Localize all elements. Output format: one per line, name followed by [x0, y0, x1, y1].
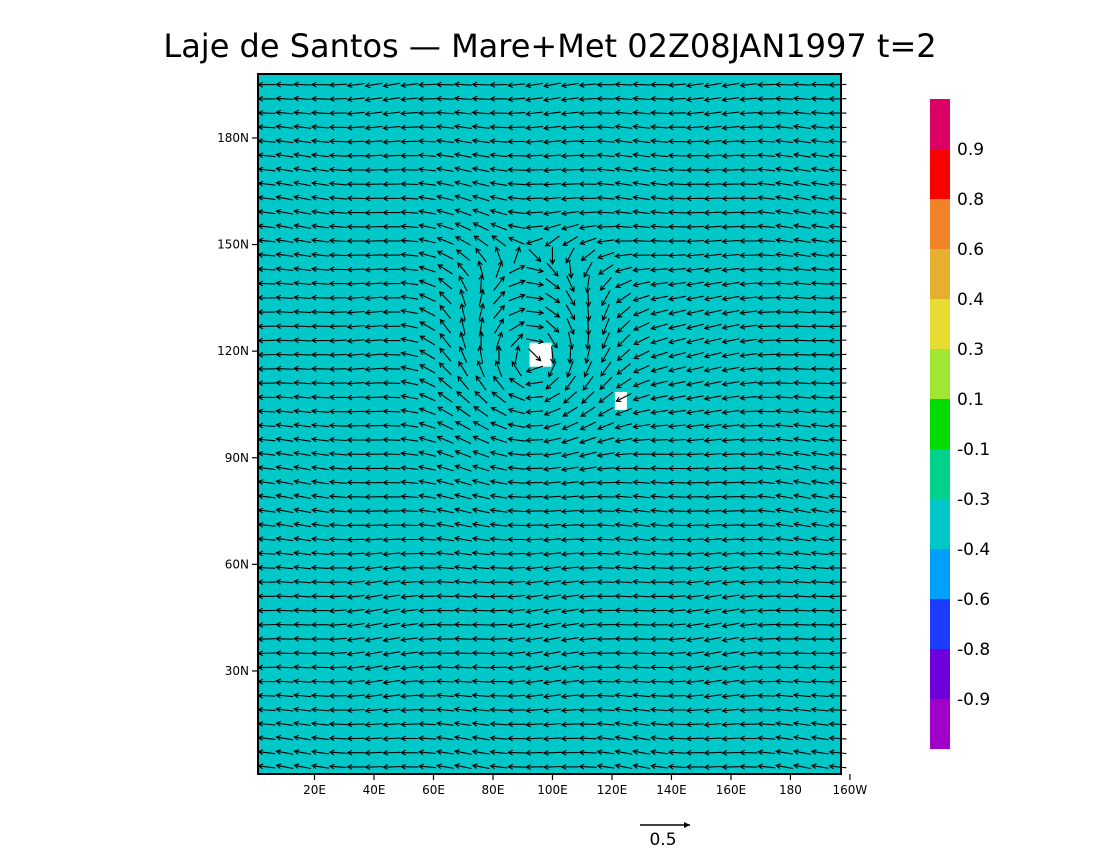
x-tick-label: 160W — [833, 783, 868, 797]
colorbar-label: 0.9 — [957, 140, 984, 160]
velocity-arrows — [257, 81, 847, 770]
x-tick-label: 80E — [482, 783, 505, 797]
colorbar: -0.9 -0.8 -0.6 -0.4 -0.3 -0.1 0.1 0.3 0.4 0.6 0.8 0… — [930, 99, 990, 749]
colorbar-label: -0.6 — [957, 590, 990, 610]
plot-frame — [257, 73, 842, 775]
colorbar-swatch — [930, 549, 950, 599]
colorbar-label: -0.1 — [957, 440, 990, 460]
colorbar-label: -0.3 — [957, 490, 990, 510]
plot-background — [258, 74, 841, 774]
reference-vector-label: 0.5 — [649, 830, 676, 850]
colorbar-label: 0.6 — [957, 240, 984, 260]
colorbar-swatch — [930, 699, 950, 749]
x-axis: 20E 40E 60E 80E 100E 120E 140E 160E 180 160W — [303, 774, 867, 797]
x-tick-label: 180 — [779, 783, 802, 797]
y-tick-label: 180N — [217, 131, 249, 145]
colorbar-swatch — [930, 149, 950, 199]
x-tick-label: 100E — [537, 783, 568, 797]
chart-title: Laje de Santos — Mare+Met 02Z08JAN1997 t… — [163, 27, 936, 65]
colorbar-label: 0.4 — [957, 290, 984, 310]
colorbar-label: -0.9 — [957, 690, 990, 710]
colorbar-swatch — [930, 499, 950, 549]
colorbar-swatch — [930, 99, 950, 149]
reference-vector-head — [684, 822, 690, 828]
colorbar-swatch — [930, 249, 950, 299]
vector-field — [257, 81, 847, 770]
colorbar-swatch — [930, 299, 950, 349]
colorbar-swatch — [930, 599, 950, 649]
x-tick-label: 140E — [656, 783, 687, 797]
reference-vector: 0.5 — [640, 822, 690, 850]
y-tick-label: 120N — [217, 344, 249, 358]
x-tick-label: 40E — [363, 783, 386, 797]
colorbar-label: 0.3 — [957, 340, 984, 360]
y-tick-label: 90N — [225, 451, 249, 465]
y-axis: 30N 60N 90N 120N 150N 180N — [217, 131, 258, 678]
x-tick-label: 60E — [422, 783, 445, 797]
y-tick-label: 60N — [225, 557, 249, 571]
y-tick-label: 150N — [217, 238, 249, 252]
y-tick-label: 30N — [225, 664, 249, 678]
x-tick-label: 20E — [303, 783, 326, 797]
colorbar-swatch — [930, 399, 950, 449]
colorbar-label: -0.8 — [957, 640, 990, 660]
colorbar-swatch — [930, 349, 950, 399]
land-patch — [529, 342, 552, 367]
x-tick-label: 160E — [716, 783, 747, 797]
colorbar-swatch — [930, 449, 950, 499]
colorbar-label: 0.1 — [957, 390, 984, 410]
colorbar-swatch — [930, 199, 950, 249]
x-tick-label: 120E — [597, 783, 628, 797]
colorbar-swatch — [930, 649, 950, 699]
colorbar-label: -0.4 — [957, 540, 990, 560]
colorbar-label: 0.8 — [957, 190, 984, 210]
